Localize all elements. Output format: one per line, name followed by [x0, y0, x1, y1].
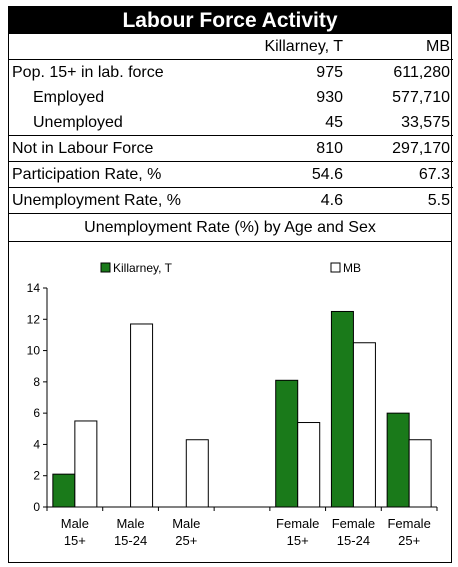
bar-killarney	[52, 473, 76, 508]
x-tick-label: 15-24	[114, 533, 147, 548]
row-label: Employed	[33, 88, 105, 106]
table-row: Not in Labour Force 810 297,170	[9, 135, 453, 162]
table-row: Employed 930 577,710	[9, 85, 453, 110]
row-label: Unemployment Rate, %	[9, 187, 243, 213]
row-label: Not in Labour Force	[9, 135, 243, 162]
labour-force-panel: Labour Force Activity Killarney, T MB Po…	[8, 6, 453, 563]
row-label: Unemployed	[33, 113, 123, 131]
row-mb-value: 67.3	[346, 161, 453, 188]
row-killarney-value: 4.6	[243, 187, 346, 213]
legend-swatch	[100, 262, 111, 273]
row-mb-value: 577,710	[392, 88, 450, 106]
chart-title: Unemployment Rate (%) by Age and Sex	[9, 213, 451, 242]
bar-mb	[185, 439, 209, 508]
row-label: Pop. 15+ in lab. force	[12, 63, 164, 81]
y-tick-label: 6	[33, 406, 40, 420]
x-tick-label: 25+	[175, 533, 197, 548]
table-row: Pop. 15+ in lab. force 975 611,280	[9, 60, 453, 86]
x-tick-label: Female	[332, 516, 375, 531]
bar-mb	[408, 439, 432, 508]
row-mb-value: 5.5	[346, 187, 453, 213]
header-mb: MB	[346, 34, 453, 60]
row-label: Participation Rate, %	[9, 161, 243, 188]
bar-mb	[130, 323, 154, 508]
bar-mb	[352, 342, 376, 508]
row-killarney-value: 45	[325, 113, 343, 131]
x-tick-label: Female	[387, 516, 430, 531]
table-row: Unemployment Rate, % 4.6 5.5	[9, 187, 453, 213]
row-killarney-value: 810	[243, 135, 346, 162]
labour-force-table: Killarney, T MB Pop. 15+ in lab. force 9…	[9, 34, 453, 213]
bar-mb	[74, 420, 98, 508]
header-killarney: Killarney, T	[243, 34, 346, 60]
row-mb-value: 297,170	[346, 135, 453, 162]
row-killarney-value: 975	[316, 63, 343, 81]
panel-title: Labour Force Activity	[9, 7, 451, 34]
bar-mb	[297, 422, 321, 508]
x-tick-label: 25+	[398, 533, 420, 548]
bar-killarney	[386, 412, 410, 508]
table-row: Unemployed 45 33,575	[9, 110, 453, 136]
y-tick-label: 4	[33, 437, 40, 451]
header-blank	[9, 34, 243, 60]
table-row: Participation Rate, % 54.6 67.3	[9, 161, 453, 188]
x-tick-label: Female	[276, 516, 319, 531]
y-tick-label: 10	[27, 344, 41, 358]
row-mb-value: 33,575	[401, 113, 450, 131]
y-tick-label: 0	[33, 500, 40, 514]
row-killarney-value: 54.6	[243, 161, 346, 188]
y-tick-label: 12	[27, 312, 41, 326]
x-tick-label: Male	[116, 516, 144, 531]
x-tick-label: Male	[172, 516, 200, 531]
legend-swatch	[330, 262, 341, 273]
legend-label: Killarney, T	[113, 261, 173, 275]
unemployment-bar-chart: 0 2 4 6 8 10 12 14 Male 15+ Male 15-24 Male 25+ Female…	[27, 261, 438, 548]
table-header-row: Killarney, T MB	[9, 34, 453, 60]
bar-killarney	[275, 379, 299, 508]
bar-killarney	[330, 310, 354, 508]
y-tick-label: 2	[33, 469, 40, 483]
row-mb-value: 611,280	[393, 63, 450, 81]
row-killarney-value: 930	[316, 88, 343, 106]
x-tick-label: 15-24	[337, 533, 370, 548]
x-tick-label: 15+	[287, 533, 309, 548]
y-tick-label: 14	[27, 281, 41, 295]
y-tick-label: 8	[33, 375, 40, 389]
x-tick-label: 15+	[64, 533, 86, 548]
legend-label: MB	[343, 261, 361, 275]
x-tick-label: Male	[61, 516, 89, 531]
